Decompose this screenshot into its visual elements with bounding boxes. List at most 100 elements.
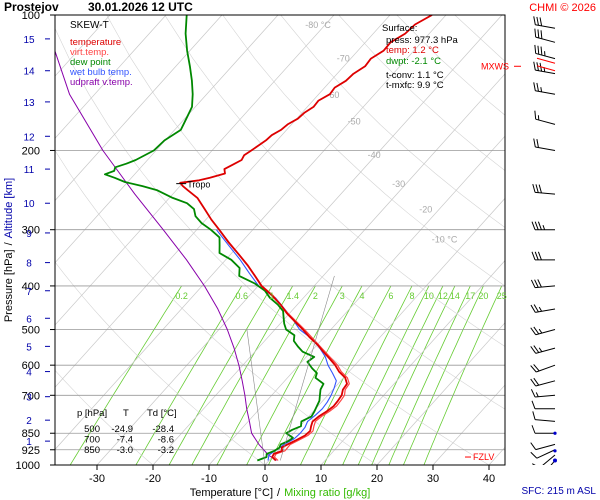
isotherm--60 [55,15,335,326]
mixing-ratio-label: 17 [465,291,475,301]
surface-row: t-conv: 1.1 °C [386,70,444,81]
isotherm-0 [264,197,505,465]
altitude-tick-label: 9 [26,229,32,240]
mixing-ratio-line [135,285,243,465]
isobars [55,15,505,465]
wind-barb [534,44,556,60]
altitude-tick-label: 14 [23,67,35,78]
mxws-label: MXWS [481,61,509,71]
altitude-tick-label: 13 [23,98,35,109]
mixing-ratio-label: 6 [388,291,393,301]
table-header: Td [°C] [147,408,177,419]
freezing-level-marker: FZLV [465,452,494,462]
series-virt-temp [218,229,350,461]
max-wind-marker: MXWS [481,61,521,71]
series-dew-point [104,15,325,462]
wind-barb [550,458,557,465]
wind-barb [531,454,556,465]
isotherm--10 [208,135,505,465]
dry-adiabat [454,15,505,62]
altitude-tick-label: 6 [26,314,32,325]
isotherm-label: -80 °C [305,20,331,30]
isotherm-label: -50 [348,116,361,126]
wind-barb [530,364,556,373]
dry-adiabat [106,15,505,410]
altitude-tick-label: 10 [23,199,35,210]
pressure-tick-label: 925 [22,445,40,457]
mixing-ratio-label: 0.6 [235,291,248,301]
x-axis-temp: Temperature [°C] [190,487,273,499]
mixing-ratio-label: 4 [359,291,364,301]
wind-barb [533,138,556,151]
legend-item: udpraft v.temp. [70,77,133,88]
surface-row: t-mxfc: 9.9 °C [386,80,444,91]
temperature-tick-label: -30 [89,473,105,485]
dry-adiabat [164,15,505,347]
dry-adiabat [222,15,505,287]
wind-level-dot [553,449,557,453]
tropopause-marker: Tropo [176,180,210,190]
mixing-ratio-label: 0.2 [175,291,188,301]
mixing-ratio-label: 1 [269,291,274,301]
isotherm--20 [152,73,505,465]
y-axis-title: Pressure [hPa] / Altitude [km] [3,178,15,322]
legend-item: wet bulb temp. [69,67,132,78]
temperature-tick-label: 30 [427,473,439,485]
isotherm--80 [55,15,223,202]
altitude-tick-label: 11 [24,165,35,176]
x-axis-title: Temperature [°C] / Mixing ratio [g/kg] [190,487,371,499]
wind-barb [534,110,556,125]
wind-barb [534,28,556,43]
temperature-tick-label: 0 [262,473,268,485]
table-header: p [hPa] [77,408,107,419]
wind-barb [531,251,555,261]
isotherm-label: -10 °C [432,234,458,244]
table-cell: -7.4 [117,435,133,446]
legend-title: SKEW-T [70,20,109,31]
max-wind-barb [536,65,556,72]
isotherm-40 [488,446,505,465]
dry-adiabat [338,15,505,172]
temperature-ticks: -30 -20 -10 0 10 20 30 40 [89,465,495,485]
altitude-tick-label: 1 [26,437,32,448]
altitude-tick-label: 3 [26,393,32,404]
isotherms [55,15,505,465]
wind-barb [533,16,556,29]
wind-barbs [530,16,557,465]
pressure-tick-label: 700 [22,390,40,402]
isotherm-label: -30 [392,179,405,189]
mixing-ratio-label: 12 [438,291,448,301]
fzlv-label: FZLV [473,452,494,462]
y-axis-sep: / [3,241,15,245]
wind-barb [530,279,556,289]
wind-barb [530,442,556,451]
mixing-ratio-label: 3 [340,291,345,301]
sounding-datetime: 30.01.2026 12 UTC [88,0,193,14]
pressure-tick-label: 850 [22,428,40,440]
mixing-ratio-label: 25 [497,291,507,301]
isotherm-30 [432,384,505,465]
wind-barb [530,389,556,398]
table-cell: -3.2 [158,445,174,456]
mixing-ratio-label: 2 [313,291,318,301]
mixing-ratio-label: 14 [450,291,460,301]
temperature-tick-label: -10 [201,473,217,485]
altitude-tick-label: 4 [26,368,32,379]
pressure-tick-label: 100 [22,10,40,22]
pressure-tick-label: 600 [22,360,40,372]
mixing-ratio-line [342,285,430,465]
altitude-tick-label: 12 [23,132,35,143]
isotherm-labels: -80 °C -70 -60 -50 -40 -30 -20 -10 °C [305,20,458,244]
isotherm-label: -60 [326,90,339,100]
series-temperature [179,15,433,462]
dry-adiabat [280,15,505,228]
mixing-ratio-label: 8 [409,291,414,301]
pressure-tick-label: 300 [22,225,40,237]
altitude-tick-label: 5 [26,342,32,353]
temperature-tick-label: 40 [483,473,495,485]
y-axis-pressure: Pressure [hPa] [3,249,15,322]
legend-item: virt.temp. [70,47,109,58]
